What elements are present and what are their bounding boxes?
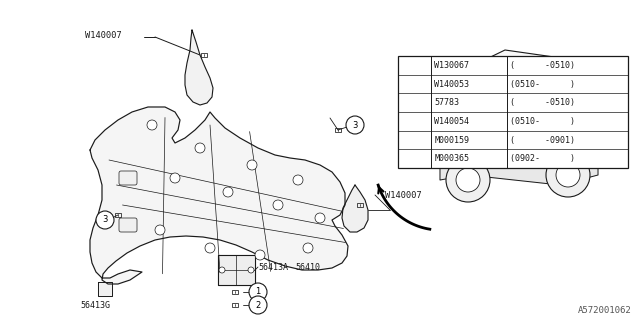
Text: (      -0901): ( -0901)	[510, 135, 575, 145]
FancyBboxPatch shape	[119, 218, 137, 232]
Polygon shape	[440, 80, 468, 165]
Circle shape	[408, 133, 422, 147]
Circle shape	[155, 225, 165, 235]
Polygon shape	[470, 68, 565, 130]
Text: 2: 2	[255, 300, 260, 309]
Circle shape	[223, 187, 233, 197]
Circle shape	[446, 158, 490, 202]
Text: 3: 3	[102, 215, 108, 225]
Text: (      -0510): ( -0510)	[510, 98, 575, 107]
Text: 56413G: 56413G	[80, 300, 110, 309]
Circle shape	[303, 243, 313, 253]
Polygon shape	[468, 50, 598, 140]
Circle shape	[315, 213, 325, 223]
Text: 3: 3	[412, 135, 417, 145]
Circle shape	[205, 243, 215, 253]
Circle shape	[255, 250, 265, 260]
Circle shape	[248, 267, 254, 273]
Polygon shape	[440, 155, 598, 185]
Text: (0510-      ): (0510- )	[510, 79, 575, 89]
Text: M000159: M000159	[435, 135, 469, 145]
Bar	[398, 56, 628, 168]
Circle shape	[408, 58, 422, 72]
Polygon shape	[98, 282, 112, 296]
Circle shape	[247, 160, 257, 170]
Text: 1: 1	[255, 287, 260, 297]
Circle shape	[249, 296, 267, 314]
Text: W140007: W140007	[385, 190, 422, 199]
Text: W130067: W130067	[435, 61, 469, 70]
Text: W140053: W140053	[435, 79, 469, 89]
Circle shape	[147, 120, 157, 130]
Circle shape	[546, 153, 590, 197]
Circle shape	[472, 154, 484, 166]
Bar	[232, 303, 238, 307]
Text: 56410: 56410	[295, 262, 320, 271]
Bar	[357, 204, 363, 207]
Polygon shape	[90, 107, 348, 284]
Circle shape	[346, 116, 364, 134]
Polygon shape	[185, 30, 213, 105]
Polygon shape	[218, 255, 255, 285]
Text: (      -0510): ( -0510)	[510, 61, 575, 70]
Text: 1: 1	[412, 61, 417, 70]
Polygon shape	[468, 68, 598, 165]
Circle shape	[293, 175, 303, 185]
Bar	[232, 290, 238, 294]
Text: 2: 2	[412, 98, 417, 107]
Circle shape	[456, 168, 480, 192]
FancyBboxPatch shape	[119, 171, 137, 185]
Circle shape	[195, 143, 205, 153]
Text: 3: 3	[352, 121, 358, 130]
Polygon shape	[442, 92, 468, 140]
Circle shape	[408, 96, 422, 110]
Polygon shape	[442, 128, 468, 162]
Circle shape	[170, 173, 180, 183]
Text: 56413A: 56413A	[258, 262, 288, 271]
Circle shape	[556, 163, 580, 187]
Circle shape	[96, 211, 114, 229]
Circle shape	[273, 200, 283, 210]
Circle shape	[219, 267, 225, 273]
Bar	[202, 53, 207, 57]
Bar	[115, 213, 121, 217]
Text: (0902-      ): (0902- )	[510, 154, 575, 163]
Bar	[335, 128, 341, 132]
Text: (0510-      ): (0510- )	[510, 117, 575, 126]
Polygon shape	[342, 185, 368, 232]
Circle shape	[249, 283, 267, 301]
Text: W140054: W140054	[435, 117, 469, 126]
Text: A572001062: A572001062	[579, 306, 632, 315]
Text: M000365: M000365	[435, 154, 469, 163]
Text: W140007: W140007	[85, 30, 122, 39]
Text: 57783: 57783	[435, 98, 460, 107]
